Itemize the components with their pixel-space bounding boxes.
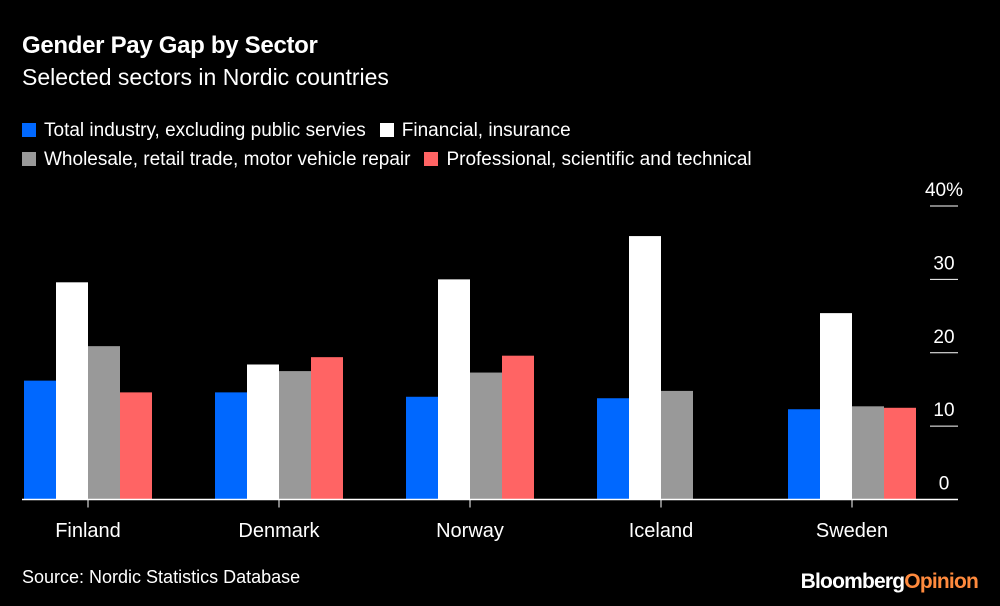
bar-iceland-1	[629, 236, 661, 500]
legend-swatch	[379, 123, 394, 137]
source-note: Source: Nordic Statistics Database	[22, 567, 301, 587]
legend-label: Financial, insurance	[401, 120, 571, 141]
bar-denmark-1	[247, 364, 279, 500]
bar-norway-2	[470, 372, 502, 500]
bar-denmark-3	[311, 357, 343, 500]
bar-sweden-3	[884, 407, 916, 500]
bar-denmark-0	[215, 392, 247, 500]
bar-iceland-0	[597, 398, 629, 500]
legend-swatch	[424, 152, 439, 166]
legend-item: Financial, insurance	[379, 116, 571, 145]
legend-item: Professional, scientific and technical	[424, 145, 752, 174]
chart-title: Gender Pay Gap by Sector	[22, 32, 318, 59]
legend-label: Wholesale, retail trade, motor vehicle r…	[44, 149, 411, 170]
x-tick-label: Denmark	[238, 520, 320, 542]
bar-sweden-1	[820, 313, 852, 500]
x-tick-label: Iceland	[629, 520, 694, 542]
y-tick-label: 30	[933, 253, 954, 274]
legend-swatch	[22, 123, 36, 137]
chart-subtitle: Selected sectors in Nordic countries	[22, 64, 389, 90]
legend-swatch	[22, 152, 36, 166]
bar-norway-1	[438, 279, 470, 500]
legend-item: Total industry, excluding public servies	[22, 116, 366, 145]
bar-denmark-2	[279, 371, 311, 500]
bar-iceland-2	[661, 390, 693, 500]
bar-finland-3	[120, 392, 152, 500]
bar-finland-2	[88, 346, 120, 500]
x-tick-label: Finland	[55, 520, 121, 542]
y-tick-label: 10	[933, 400, 954, 421]
legend-label: Total industry, excluding public servies	[44, 120, 366, 141]
x-tick-label: Norway	[436, 520, 504, 542]
y-tick-label: 20	[933, 327, 954, 348]
bar-sweden-2	[852, 406, 884, 500]
y-tick-label: 0	[939, 474, 950, 495]
bar-finland-0	[24, 380, 56, 500]
legend-label: Professional, scientific and technical	[446, 149, 752, 170]
legend-item: Wholesale, retail trade, motor vehicle r…	[22, 145, 410, 174]
x-tick-label: Sweden	[816, 520, 888, 542]
bar-norway-0	[406, 396, 438, 500]
brand-bloomberg: Bloomberg	[800, 570, 905, 593]
bar-sweden-0	[788, 409, 820, 500]
bar-norway-3	[502, 355, 534, 500]
y-tick-label: 40%	[925, 180, 963, 201]
legend: Total industry, excluding public servies…	[22, 116, 922, 174]
brand-opinion: Opinion	[904, 570, 979, 593]
bar-finland-1	[56, 282, 88, 500]
brand-logo: BloombergOpinion	[800, 570, 979, 594]
